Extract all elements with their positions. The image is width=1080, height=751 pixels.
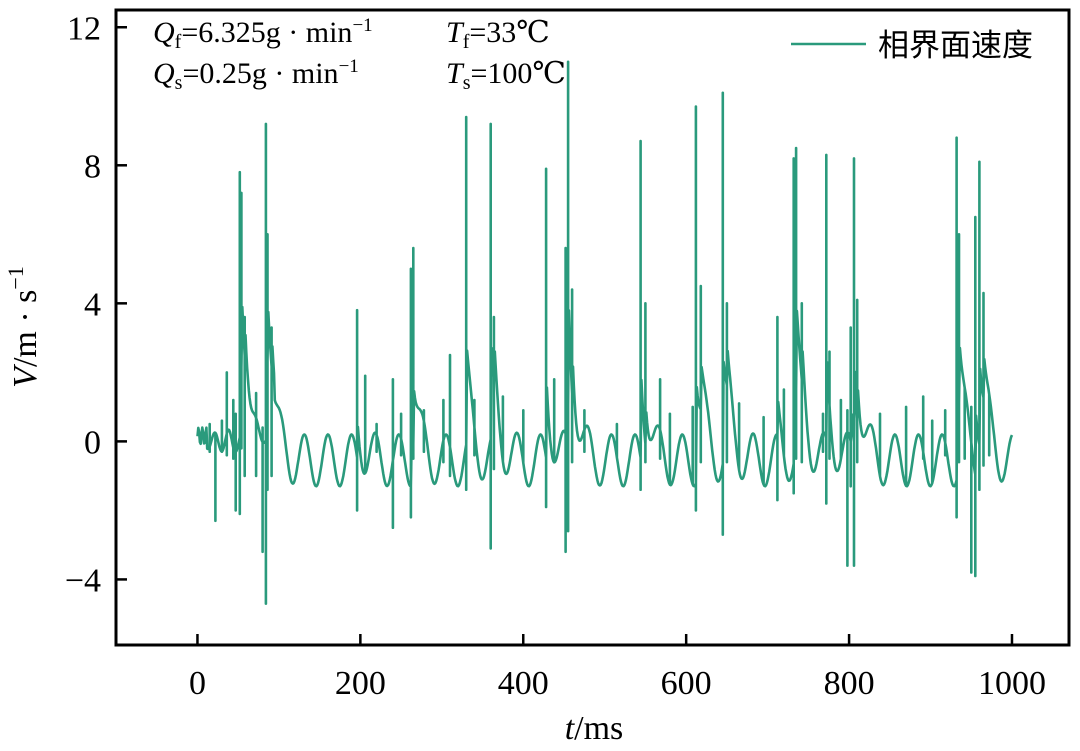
x-tick-label: 600 — [661, 665, 712, 702]
series-line — [196, 60, 1014, 605]
ticks: 0 200 400 600 800 1000 −4 0 4 8 12 — [65, 10, 1046, 702]
x-axis-label: t/ms — [565, 710, 624, 747]
x-tick-label: 200 — [335, 665, 386, 702]
legend: 相界面速度 — [791, 28, 1033, 64]
plot-frame — [114, 8, 1071, 647]
x-tick-label: 1000 — [978, 665, 1046, 702]
y-tick-label: −4 — [65, 562, 101, 599]
x-tick-label: 400 — [498, 665, 549, 702]
y-tick-label: 8 — [84, 148, 101, 185]
y-tick-label: 0 — [84, 424, 101, 461]
legend-label: 相界面速度 — [878, 28, 1033, 64]
annotation-qs: Qs=0.25g · min−1 — [153, 56, 359, 94]
y-tick-label: 12 — [67, 10, 101, 47]
series — [196, 60, 1014, 605]
x-tick-label: 0 — [189, 665, 206, 702]
annotation-tf: Tf=33℃ — [446, 16, 550, 53]
annotation-qf: Qf=6.325g · min−1 — [153, 15, 373, 53]
annotation-ts: Ts=100℃ — [446, 57, 566, 94]
y-tick-label: 4 — [84, 286, 101, 323]
x-tick-label: 800 — [824, 665, 875, 702]
y-axis-label: V/m · s−1 — [3, 266, 44, 388]
